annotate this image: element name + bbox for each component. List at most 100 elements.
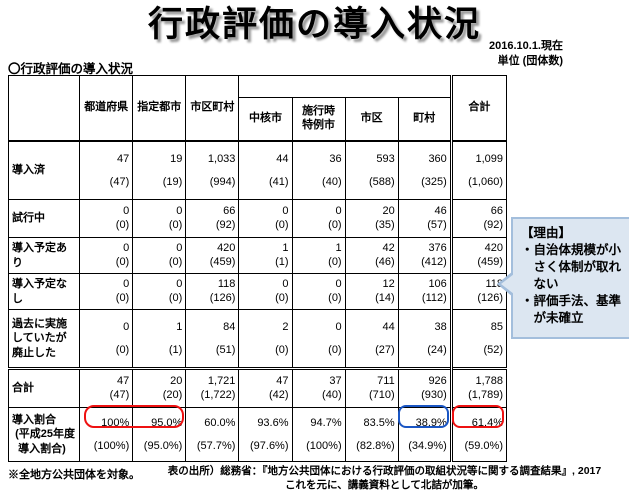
col-header-towns-villages: 町村	[397, 97, 452, 142]
cell-prev-value: (994)	[209, 175, 236, 188]
cell-prev-value: (20)	[162, 389, 183, 401]
cell-prev-value: (92)	[483, 219, 503, 231]
table-cell: 0 (0)	[132, 237, 187, 274]
cell-prev-value: (710)	[369, 389, 395, 401]
cell-prev-value: (100%)	[93, 439, 130, 452]
table-cell: 1,788 (1,789)	[449, 367, 508, 408]
cell-value: 0	[123, 278, 130, 290]
cell-value: 61.4%	[471, 416, 503, 429]
cell-prev-value: (14)	[375, 292, 395, 304]
source-line: これを元に、講義資料として北詰が加筆。	[285, 479, 484, 491]
municipality-subgroup-header	[238, 75, 452, 98]
cell-value: 118	[217, 278, 236, 290]
cell-prev-value: (51)	[215, 343, 236, 356]
cell-prev-value: (0)	[115, 219, 130, 231]
cell-value: 1	[176, 320, 183, 333]
cell-value: 94.7%	[310, 416, 342, 429]
cell-value: 376	[428, 242, 447, 254]
cell-prev-value: (459)	[477, 256, 503, 268]
cell-prev-value: (1)	[275, 256, 289, 268]
cell-prev-value: (588)	[369, 175, 395, 188]
cell-prev-value: (57)	[427, 219, 447, 231]
table-cell: 0 (0)	[291, 273, 346, 310]
cell-value: 85	[490, 320, 503, 333]
cell-value: 38.9%	[415, 416, 447, 429]
table-cell: 0 (0)	[238, 273, 293, 310]
cell-value: 1,099	[475, 152, 503, 165]
cell-prev-value: (42)	[268, 389, 289, 401]
cell-prev-value: (0)	[275, 292, 289, 304]
cell-prev-value: (52)	[483, 343, 503, 356]
highlight-ring-red-total	[452, 405, 504, 428]
table-cell: 20 (20)	[132, 367, 187, 408]
cell-prev-value: (0)	[168, 292, 183, 304]
table-row: 導入予定あり 0 (0) 0 (0) 420 (459) 1 (1) 1 (0) 42 (46) 376(…	[7, 237, 508, 274]
table-cell: 47 (42)	[238, 367, 293, 408]
cell-value: 0	[123, 242, 130, 254]
table-cell: 0 (0)	[79, 273, 134, 310]
cell-prev-value: (412)	[421, 256, 447, 268]
cell-prev-value: (47)	[109, 175, 130, 188]
row-label: 試行中	[7, 199, 81, 238]
cell-prev-value: (0)	[328, 343, 342, 356]
reason-callout: 【理由】 ・自治体規模が小さく体制が取れない ・評価手法、基準が未確立	[497, 217, 629, 339]
cell-prev-value: (41)	[268, 175, 289, 188]
row-label: 過去に実施 していたが 廃止した	[7, 309, 81, 369]
table-cell: 376 (412)	[397, 237, 452, 274]
cell-value: 47	[116, 375, 130, 387]
table-row: 過去に実施 していたが 廃止した 0 (0) 1 (1) 84 (51) 2 (0) 0 (0) 44…	[7, 309, 508, 369]
header-row-2: 中核市 施行時 特例市 市区 町村	[9, 97, 507, 142]
unit-label: 単位 (団体数)	[497, 55, 563, 67]
table-cell: 85 (52)	[449, 309, 508, 369]
cell-value: 0	[123, 205, 130, 217]
col-header-municipalities: 市区町村	[185, 75, 240, 142]
table-cell: 93.6% (97.6%)	[238, 407, 293, 462]
col-header-core-cities: 中核市	[238, 97, 293, 142]
table-cell: 360 (325)	[397, 140, 452, 200]
table-cell: 593 (588)	[344, 140, 399, 200]
cell-prev-value: (0)	[328, 292, 342, 304]
table-cell: 2 (0)	[238, 309, 293, 369]
cell-prev-value: (59.0%)	[464, 439, 503, 452]
table-cell: 61.4% (59.0%)	[449, 407, 508, 462]
cell-value: 60.0%	[204, 416, 236, 429]
cell-value: 0	[123, 320, 130, 333]
table-cell: 0 (0)	[291, 309, 346, 369]
cell-value: 1	[335, 242, 342, 254]
col-header-city-wards: 市区	[344, 97, 399, 142]
cell-value: 20	[170, 375, 183, 387]
table-cell: 84 (51)	[185, 309, 240, 369]
cell-value: 0	[335, 278, 342, 290]
cell-prev-value: (1,060)	[468, 175, 503, 188]
page-title: 行政評価の導入状況	[147, 5, 481, 44]
cell-value: 37	[329, 375, 342, 387]
cell-value: 0	[282, 278, 289, 290]
cell-prev-value: (1)	[168, 343, 183, 356]
cell-prev-value: (0)	[115, 256, 130, 268]
cell-prev-value: (82.8%)	[356, 439, 395, 452]
table-cell: 711 (710)	[344, 367, 399, 408]
table-cell: 0 (0)	[132, 273, 187, 310]
source-attribution: 表の出所）総務省：『地方公共団体における行政評価の取組状況等に関する調査結果』,…	[140, 464, 629, 492]
cell-prev-value: (92)	[215, 219, 236, 231]
cell-prev-value: (0)	[115, 292, 130, 304]
table-cell: 83.5% (82.8%)	[344, 407, 399, 462]
cell-value: 84	[223, 320, 236, 333]
table-cell: 47 (47)	[79, 367, 134, 408]
table-cell: 0 (0)	[79, 199, 134, 238]
row-label: 導入予定なし	[7, 273, 81, 310]
cell-prev-value: (46)	[375, 256, 395, 268]
cell-value: 93.6%	[257, 416, 289, 429]
cell-prev-value: (95.0%)	[143, 439, 183, 452]
table-cell: 12 (14)	[344, 273, 399, 310]
table-row: 導入割合 (平成25年度 導入割合) 100% (100%) 95.0% (95.0%)…	[7, 407, 508, 462]
status-table: 都道府県 指定都市 市区町村 合計 中核市 施行時 特例市 市区 町村 導入済 4…	[7, 75, 508, 462]
row-label: 導入済	[7, 140, 81, 200]
cell-value: 360	[428, 152, 447, 165]
cell-value: 711	[377, 375, 395, 387]
callout-item: ・評価手法、基準が未確立	[521, 294, 622, 325]
callout-item: ・自治体規模が小さく体制が取れない	[521, 243, 622, 291]
cell-value: 44	[276, 152, 289, 165]
header-row-1: 都道府県 指定都市 市区町村 合計	[7, 75, 508, 142]
table-cell: 44 (41)	[238, 140, 293, 200]
